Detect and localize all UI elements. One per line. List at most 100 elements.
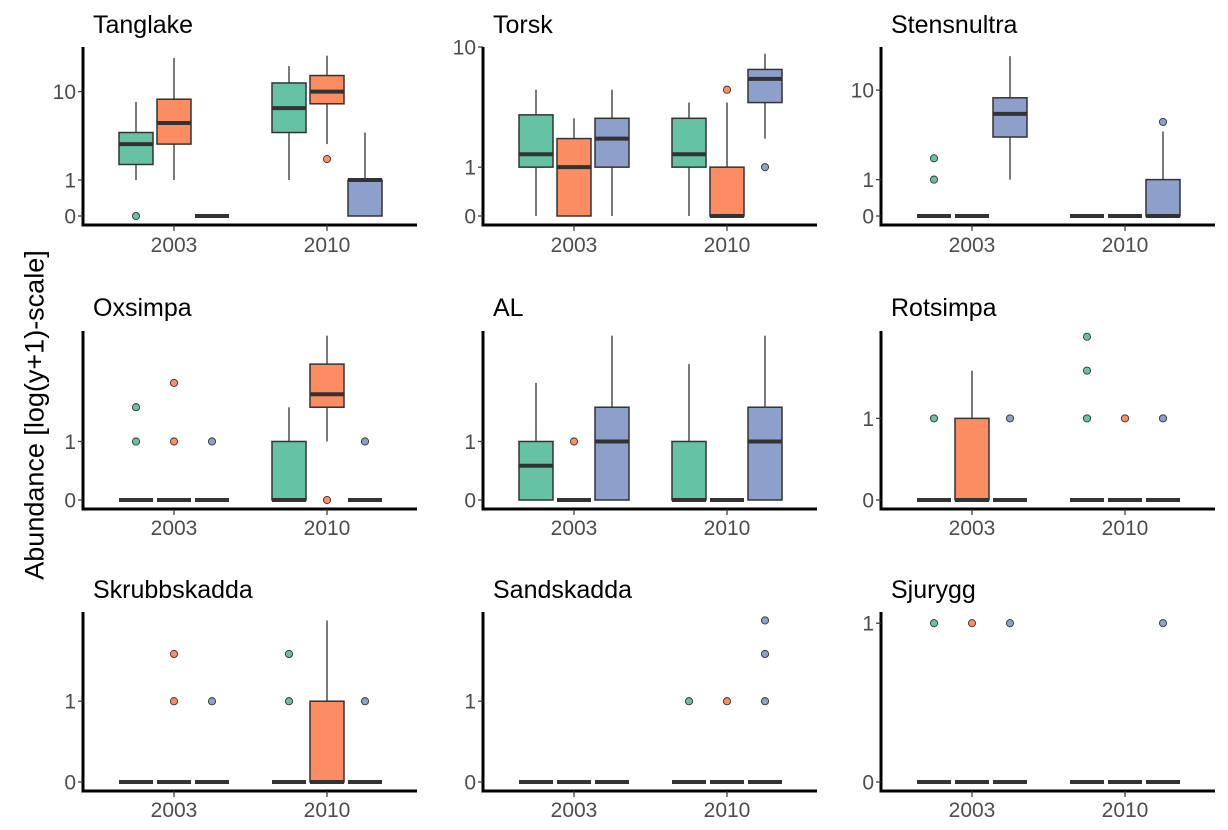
- box-2010-group-2: [309, 55, 345, 164]
- box-2003-group-2: [156, 58, 192, 181]
- y-tick-label: 1: [464, 691, 476, 714]
- x-tick-label: 2003: [151, 799, 198, 822]
- x-tick-label: 2010: [1102, 799, 1149, 822]
- box-2010-group-3: [348, 697, 382, 784]
- box-2003-group-2: [157, 378, 191, 502]
- box-2010-group-3: [748, 616, 782, 784]
- box-2010-group-3: [1146, 619, 1180, 784]
- y-tick-label: 0: [862, 490, 874, 513]
- box-body: [594, 117, 630, 168]
- y-tick-label: 0: [64, 206, 76, 229]
- box-2003-group-2: [955, 619, 989, 784]
- box-2010-group-2: [709, 85, 745, 218]
- box-2010-group-3: [1146, 414, 1180, 502]
- x-tick-label: 2003: [551, 799, 598, 822]
- box-2003-group-3: [992, 56, 1028, 180]
- x-tick-label: 2003: [949, 799, 996, 822]
- y-tick-label: 0: [64, 772, 76, 795]
- panel-al: AL 0 1 2003 2010: [464, 294, 817, 540]
- outlier-point: [1120, 414, 1130, 423]
- outlier-point: [760, 697, 770, 706]
- outlier-point: [360, 697, 370, 706]
- outlier-point: [169, 437, 179, 446]
- outlier-point: [207, 697, 217, 706]
- outlier-point: [131, 211, 141, 221]
- box-2003-group-3: [195, 437, 229, 502]
- box-2003-group-2: [557, 437, 591, 502]
- outlier-point: [1082, 366, 1092, 375]
- box-2010-group-2: [309, 335, 345, 505]
- box-2010-group-1: [272, 649, 306, 784]
- y-tick-label: 0: [464, 206, 476, 229]
- box-2010-group-1: [671, 364, 707, 502]
- outlier-point: [1158, 117, 1168, 126]
- x-tick-label: 2003: [551, 517, 598, 540]
- box-2010-group-2: [309, 620, 345, 784]
- box-body: [347, 179, 383, 217]
- box-2003-group-1: [119, 403, 153, 502]
- panel-tanglake: Tanglake 0 1 10 2003 2010: [53, 11, 417, 257]
- outlier-point: [929, 175, 939, 184]
- box-2010-group-2: [1108, 414, 1142, 502]
- x-tick-label: 2010: [704, 517, 751, 540]
- x-tick-label: 2003: [949, 517, 996, 540]
- outlier-point: [1082, 414, 1092, 423]
- outlier-point: [1005, 414, 1015, 423]
- outlier-point: [722, 85, 732, 94]
- panel-rotsimpa: Rotsimpa 0 1 2003 2010: [862, 294, 1215, 540]
- outlier-point: [760, 163, 770, 172]
- outlier-point: [1005, 619, 1015, 628]
- outlier-point: [169, 378, 179, 387]
- box-2010-group-1: [271, 407, 307, 502]
- outlier-point: [284, 649, 294, 659]
- box-body: [309, 363, 345, 408]
- box-body: [1145, 178, 1181, 217]
- outlier-point: [360, 437, 370, 446]
- box-2010-group-3: [1145, 117, 1181, 218]
- x-tick-label: 2010: [704, 799, 751, 822]
- box-2003-group-1: [518, 382, 554, 501]
- outlier-point: [169, 697, 179, 706]
- box-body: [118, 131, 154, 166]
- box-body: [992, 97, 1028, 138]
- box-body: [309, 700, 345, 783]
- box-body: [747, 68, 783, 104]
- outlier-point: [131, 403, 141, 412]
- x-tick-label: 2003: [151, 234, 198, 257]
- panel-title: Rotsimpa: [891, 294, 997, 322]
- panel-title: Stensnultra: [891, 11, 1018, 39]
- x-tick-label: 2003: [551, 234, 598, 257]
- y-tick-label: 0: [464, 490, 476, 513]
- x-tick-label: 2010: [304, 234, 351, 257]
- y-tick-label: 1: [862, 408, 874, 431]
- box-2010-group-3: [747, 53, 783, 172]
- panel-title: Oxsimpa: [93, 294, 192, 322]
- box-2003-group-1: [917, 154, 951, 218]
- y-tick-label: 10: [53, 81, 76, 104]
- outlier-point: [760, 616, 770, 625]
- panel-sandskadda: Sandskadda 0 1 2003 2010: [464, 576, 817, 822]
- outlier-point: [967, 619, 977, 628]
- outlier-point: [569, 437, 579, 446]
- x-tick-label: 2010: [304, 799, 351, 822]
- y-tick-label: 1: [464, 157, 476, 180]
- y-axis-label: Abundance [log(y+1)-scale]: [19, 250, 50, 580]
- panel-title: Sjurygg: [891, 576, 976, 604]
- panel-skrubbskadda: Skrubbskadda 0 1 2003 2010: [64, 576, 417, 822]
- box-2003-group-3: [993, 414, 1027, 502]
- box-2003-group-3: [195, 697, 229, 784]
- box-2010-group-1: [1070, 332, 1104, 502]
- box-body: [594, 406, 630, 501]
- box-2003-group-2: [954, 370, 990, 502]
- outlier-point: [284, 697, 294, 706]
- outlier-point: [722, 697, 732, 706]
- outlier-point: [322, 495, 332, 505]
- panel-title: AL: [493, 294, 524, 322]
- panel-stensnultra: Stensnultra 0 1 10 2003 2010: [851, 11, 1215, 257]
- box-body: [954, 417, 990, 501]
- outlier-point: [760, 649, 770, 659]
- y-tick-label: 10: [453, 37, 476, 60]
- box-body: [518, 114, 554, 168]
- box-2003-group-3: [594, 89, 630, 216]
